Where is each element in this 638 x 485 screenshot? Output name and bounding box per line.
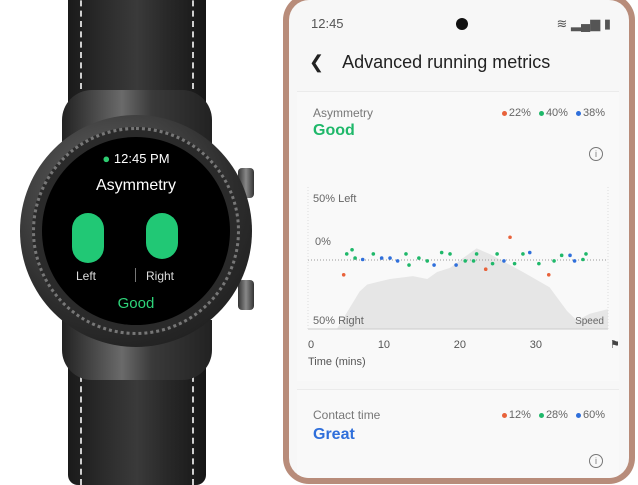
- watch-button-bottom[interactable]: [238, 280, 254, 310]
- asymmetry-card[interactable]: Asymmetry Good 22% 40% 38% i 50% Left 0%…: [297, 91, 620, 381]
- data-point: [521, 252, 525, 256]
- data-point: [474, 252, 479, 256]
- info-icon[interactable]: i: [589, 454, 603, 468]
- data-point: [581, 257, 585, 262]
- data-point: [360, 257, 365, 262]
- data-point: [407, 263, 411, 267]
- data-point: [388, 256, 392, 260]
- data-point: [379, 256, 384, 260]
- data-point: [463, 259, 468, 263]
- status-icons: ≋ ▂▄▆ ▮: [556, 16, 611, 32]
- x-axis-label: Time (mins): [308, 356, 366, 368]
- data-point: [471, 259, 476, 263]
- back-icon[interactable]: ❮: [309, 52, 325, 72]
- legend-item: 40%: [538, 107, 568, 119]
- contact-time-card[interactable]: Contact time Great 12% 28% 60% i: [297, 389, 619, 478]
- zero-label: 0%: [315, 236, 331, 248]
- data-point: [371, 252, 376, 256]
- legend: 12% 28% 60%: [501, 409, 605, 421]
- status-bar: 12:45 ≋ ▂▄▆ ▮: [311, 16, 611, 32]
- top-label: 50% Left: [313, 193, 356, 205]
- data-point: [417, 256, 421, 260]
- status-time: 12:45: [311, 16, 344, 31]
- legend-item: 28%: [538, 409, 568, 421]
- data-point: [572, 259, 577, 263]
- speed-area: [336, 248, 608, 329]
- data-point: [344, 252, 349, 256]
- wifi-icon: ≋: [556, 16, 568, 31]
- x-tick-label: 10: [378, 339, 390, 351]
- data-point: [552, 259, 556, 263]
- left-label: Left: [76, 269, 97, 283]
- data-point: [502, 259, 506, 263]
- data-point: [546, 272, 551, 277]
- card-title: Contact time: [313, 408, 381, 422]
- x-tick-label: 0: [308, 339, 314, 351]
- info-icon[interactable]: i: [589, 147, 603, 161]
- legend: 22% 40% 38%: [501, 107, 605, 119]
- card-rating: Good: [313, 122, 355, 139]
- data-point: [512, 261, 517, 266]
- data-point: [490, 261, 495, 266]
- watch-rating: Good: [117, 295, 155, 312]
- speed-label: Speed: [575, 316, 604, 327]
- data-point: [448, 252, 452, 256]
- bottom-label: 50% Right: [313, 315, 364, 327]
- watch-screen: ● 12:45 PM Asymmetry Left Right Good: [42, 137, 230, 325]
- data-point: [559, 253, 564, 258]
- watch-time: 12:45 PM: [113, 151, 170, 166]
- page-title: Advanced running metrics: [342, 52, 551, 72]
- legend-item: 12%: [501, 409, 531, 421]
- data-point: [404, 252, 408, 256]
- data-point: [508, 235, 512, 240]
- data-point: [454, 263, 458, 267]
- data-point: [425, 259, 430, 263]
- app-header: ❮ Advanced running metrics: [309, 52, 550, 73]
- location-pin-icon: ●: [102, 151, 111, 166]
- legend-item: 60%: [575, 409, 605, 421]
- right-label: Right: [146, 269, 175, 283]
- data-point: [537, 261, 541, 266]
- watch-title: Asymmetry: [96, 177, 176, 194]
- data-point: [341, 272, 346, 277]
- card-title: Asymmetry: [313, 106, 373, 120]
- right-foot-indicator: [146, 213, 178, 259]
- data-point: [568, 253, 572, 258]
- data-point: [527, 250, 532, 255]
- phone: 12:45 ≋ ▂▄▆ ▮ ❮ Advanced running metrics…: [283, 0, 635, 484]
- data-point: [350, 247, 354, 252]
- data-point: [495, 252, 499, 256]
- data-point: [395, 259, 400, 263]
- battery-icon: ▮: [603, 16, 611, 31]
- finish-flag-icon: ⚑: [610, 339, 620, 351]
- left-foot-indicator: [72, 213, 104, 263]
- asymmetry-chart: 50% Left 0% 50% Right Speed 0 10 20 30 ⚑ Ti…: [307, 187, 620, 368]
- legend-item: 22%: [501, 107, 531, 119]
- x-tick-label: 20: [454, 339, 466, 351]
- divider: [135, 268, 136, 282]
- x-tick-label: 30: [530, 339, 542, 351]
- data-point: [353, 256, 357, 260]
- legend-item: 38%: [575, 107, 605, 119]
- card-rating: Great: [313, 426, 355, 443]
- phone-screen: 12:45 ≋ ▂▄▆ ▮ ❮ Advanced running metrics…: [289, 0, 629, 478]
- data-point: [439, 250, 444, 255]
- signal-icon: ▂▄▆: [571, 16, 601, 31]
- data-point: [483, 267, 488, 272]
- data-point: [432, 263, 436, 267]
- data-point: [584, 252, 588, 256]
- camera-icon: [456, 18, 468, 30]
